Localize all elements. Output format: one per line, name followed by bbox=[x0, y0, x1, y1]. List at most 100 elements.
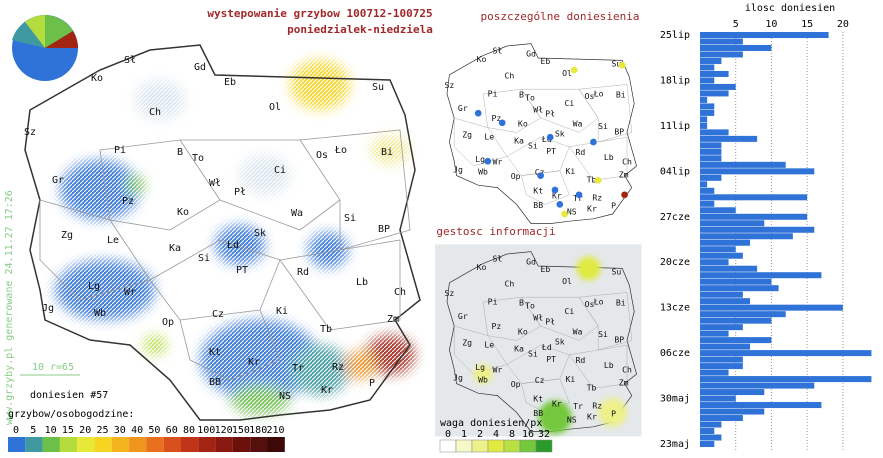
chart-title: ilosc doniesien bbox=[745, 3, 835, 14]
region-label: Si bbox=[598, 121, 608, 131]
bar bbox=[700, 252, 743, 259]
histogram: 5 10 15 20 25lip 18lip 11lip 04lip 27cze 20cze 13c… bbox=[660, 19, 872, 452]
legend2-label: 8 bbox=[509, 429, 515, 440]
region-label: Wb bbox=[478, 167, 488, 177]
legend2-swatch bbox=[455, 439, 473, 453]
bar bbox=[700, 441, 715, 447]
region-label: Sk bbox=[254, 228, 266, 239]
region-label: Rd bbox=[576, 355, 586, 365]
region-label: Ko bbox=[177, 207, 189, 218]
region-label: Os bbox=[316, 150, 328, 161]
legend2-swatch bbox=[535, 439, 553, 453]
region-label: Tb bbox=[320, 324, 332, 335]
legend-swatch bbox=[163, 437, 181, 452]
watermark: www.grzyby.pl generowane 24.11.27 17:26 bbox=[4, 190, 15, 425]
region-label: Zm bbox=[387, 314, 399, 325]
legend2-title: waga doniesien/px bbox=[440, 418, 542, 429]
region-label: Ki bbox=[565, 166, 575, 176]
region-label: Łd bbox=[541, 342, 552, 352]
region-label: Pł bbox=[234, 187, 246, 198]
bar bbox=[700, 395, 736, 402]
legend-label: 25 bbox=[96, 425, 108, 436]
bar bbox=[700, 155, 722, 162]
region-label: Rz bbox=[592, 401, 602, 411]
x-tick-label: 5 bbox=[733, 19, 739, 30]
bar bbox=[700, 161, 786, 168]
legend-swatch bbox=[94, 437, 112, 452]
region-label: Jg bbox=[453, 372, 463, 382]
legend-label: 120 bbox=[215, 425, 233, 436]
bar bbox=[700, 428, 715, 435]
region-label: To bbox=[525, 92, 535, 102]
region-label: Pi bbox=[114, 145, 126, 156]
bar bbox=[700, 142, 722, 149]
legend2: 0 1 2 4 8 16 32 bbox=[439, 429, 553, 453]
bar bbox=[700, 285, 779, 292]
density-map: Sł Gd Eb Ko Ch Ol Su Sz Pi B To Gr Wł Pł Os Ło Bi Ci Pz Ko W… bbox=[435, 244, 642, 437]
region-label: Si bbox=[198, 253, 210, 264]
legend2-label: 2 bbox=[477, 429, 483, 440]
bar bbox=[700, 194, 808, 201]
region-label: Pł bbox=[545, 317, 555, 327]
region-label: Pz bbox=[122, 196, 134, 207]
region-label: Gd bbox=[526, 257, 536, 267]
legend: 0 5 10 15 20 25 30 40 50 60 80 100 120 150 180 210 bbox=[8, 425, 285, 452]
points-map: Sł Gd Eb Ko Ch Ol Su Sz Pi B To Gr Wł Pł Os Ło Bi Ci Pz Ko W… bbox=[444, 43, 637, 224]
region-label: Lg bbox=[475, 362, 485, 372]
region-label: Lb bbox=[604, 152, 614, 162]
bar bbox=[700, 408, 765, 415]
region-label: Kr bbox=[321, 385, 333, 396]
region-label: Ki bbox=[276, 306, 288, 317]
region-label: Ci bbox=[274, 165, 286, 176]
region-label: Ło bbox=[593, 89, 604, 99]
bar bbox=[700, 265, 758, 272]
region-label: Pz bbox=[492, 113, 502, 123]
region-label: Tr bbox=[573, 193, 583, 203]
y-tick-label: 30maj bbox=[660, 394, 690, 405]
legend-swatch bbox=[129, 437, 147, 452]
region-label: B bbox=[519, 89, 524, 99]
bar bbox=[700, 317, 772, 324]
region-label: Le bbox=[107, 235, 119, 246]
bar bbox=[700, 434, 722, 441]
region-label: Os bbox=[585, 299, 595, 309]
bar bbox=[700, 135, 758, 142]
legend2-label: 32 bbox=[538, 429, 550, 440]
bar bbox=[700, 168, 815, 175]
region-label: Tb bbox=[587, 174, 597, 184]
region-label: Łd bbox=[541, 134, 552, 144]
title: wystepowanie grzybow 100712-100725 bbox=[207, 7, 432, 20]
region-label: Ch bbox=[622, 157, 632, 167]
region-label: Ło bbox=[334, 145, 347, 156]
bar bbox=[700, 64, 715, 71]
bar bbox=[700, 324, 743, 331]
bar bbox=[700, 350, 872, 357]
region-label: Zg bbox=[462, 337, 472, 347]
bar bbox=[700, 343, 750, 350]
region-label: B bbox=[177, 147, 183, 158]
bar bbox=[700, 32, 829, 38]
region-label: Kr bbox=[552, 398, 562, 408]
bar bbox=[700, 226, 815, 233]
region-label: Wa bbox=[291, 208, 303, 219]
legend-swatch bbox=[77, 437, 95, 452]
bar bbox=[700, 103, 715, 110]
region-label: Rz bbox=[592, 193, 602, 203]
bar bbox=[700, 187, 715, 194]
bar bbox=[700, 174, 722, 181]
bar bbox=[700, 330, 729, 337]
points-map-title: poszczególne doniesienia bbox=[481, 10, 640, 23]
y-tick-label: 13cze bbox=[660, 303, 690, 314]
legend-title: grzybow/osobogodzine: bbox=[8, 409, 134, 420]
region-label: Si bbox=[344, 213, 356, 224]
y-tick-label: 11lip bbox=[660, 121, 690, 132]
region-label: Si bbox=[528, 140, 538, 150]
legend-swatch bbox=[146, 437, 164, 452]
region-label: To bbox=[192, 153, 204, 164]
region-label: Si bbox=[598, 329, 608, 339]
region-label: Ci bbox=[564, 98, 574, 108]
legend2-swatch bbox=[487, 439, 505, 453]
region-label: Pi bbox=[488, 297, 498, 307]
region-label: Sz bbox=[444, 80, 454, 90]
region-label: Op bbox=[162, 317, 174, 328]
